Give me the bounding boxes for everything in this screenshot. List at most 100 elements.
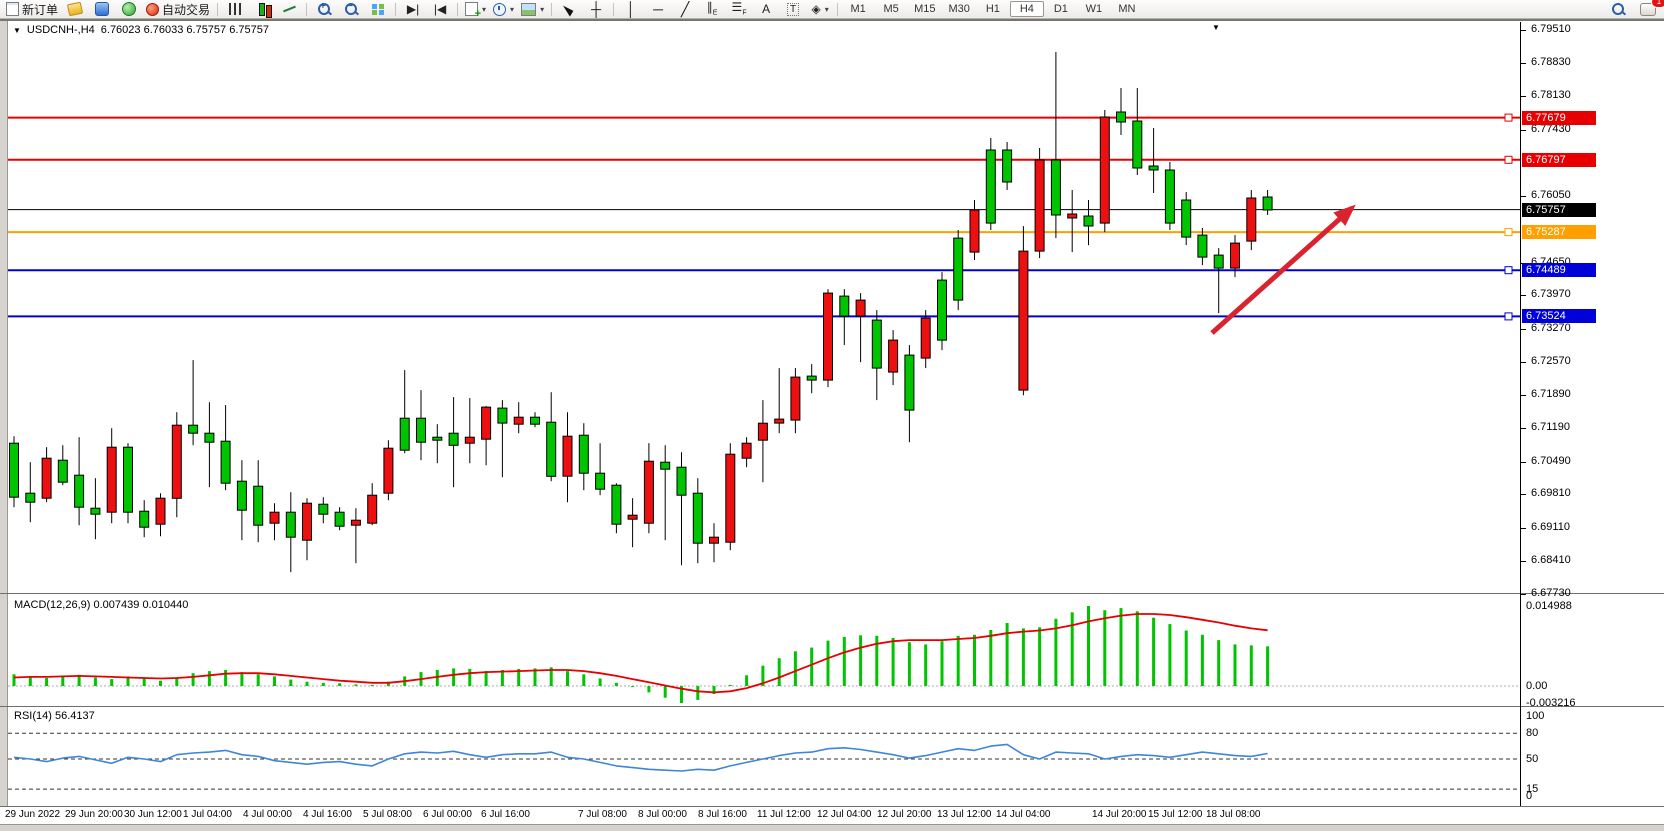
new-order-label: 新订单 [22,2,59,17]
zoom-in-button[interactable] [311,1,337,18]
line-chart-icon [282,5,296,13]
signals-button[interactable] [116,1,142,18]
chart-shift-marker[interactable]: ▼ [1212,23,1220,32]
crosshair-button[interactable]: ┼ [583,1,609,18]
price-axis-tick [1521,428,1526,429]
text-icon: A [762,2,771,16]
timeframe-m1[interactable]: M1 [850,3,866,15]
panel-separator[interactable] [0,706,1664,707]
timeframe-h1[interactable]: H1 [985,3,1000,15]
cursor-button[interactable] [556,1,582,18]
price-axis-label: 6.71890 [1531,388,1571,400]
timeframe-m5[interactable]: M5 [883,3,899,15]
text-button[interactable]: A [753,1,779,18]
arrows-button[interactable]: ◈ ▾ [807,1,833,18]
timeframe-w1[interactable]: W1 [1085,3,1103,15]
auto-scroll-icon: |◀ [433,2,447,16]
timeframe-m15[interactable]: M15 [914,3,936,15]
text-label-button[interactable]: T [780,1,806,18]
price-axis-tick [1521,561,1526,562]
price-axis-label: 6.78830 [1531,56,1571,68]
price-axis-tick [1521,462,1526,463]
autotrading-button[interactable]: 自动交易 [143,1,213,18]
window-bottom-edge [0,824,1664,831]
timeframe-h4[interactable]: H4 [1009,1,1044,17]
panel-separator [0,806,1664,807]
metaeditor-button[interactable] [62,1,88,18]
chart-shift-button[interactable]: ▶| [400,1,426,18]
trendline-icon: ╱ [680,1,690,17]
horizontal-line-button[interactable]: ─ [645,1,671,18]
vertical-line-button[interactable]: │ [618,1,644,18]
new-order-icon [6,2,19,16]
price-axis-label: 6.76050 [1531,189,1571,201]
indicators-button[interactable]: ▾ [462,1,489,20]
chart-shift-icon: ▶| [406,2,420,16]
rsi-scale-label: 0 [1526,790,1533,802]
price-axis-label: 6.77430 [1531,123,1571,135]
macd-scale-label: 0.00 [1526,680,1548,692]
templates-button[interactable]: ▾ [518,1,547,18]
macd-scale-label: 0.014988 [1526,600,1572,612]
tile-windows-button[interactable] [365,1,391,18]
timeframe-m30[interactable]: M30 [948,3,970,15]
price-axis-label: 6.72570 [1531,355,1571,367]
time-axis[interactable] [0,807,1664,824]
main-toolbar: 新订单 自动交易 ▶| |◀ ▾ ▾ ▾ ┼ │ ─ ╱ ∥E ☰F A T ◈… [0,0,1664,20]
price-axis-label: 6.73970 [1531,288,1571,300]
auto-scroll-button[interactable]: |◀ [427,1,453,18]
price-axis-label: 6.79510 [1531,23,1571,35]
rsi-panel-chart[interactable] [8,708,1520,806]
panel-separator[interactable] [0,593,1664,594]
price-axis-border [1520,22,1521,806]
candlestick-chart[interactable] [8,38,1520,593]
price-line-badge: 6.76797 [1522,153,1596,167]
equidistant-channel-button[interactable]: ∥E [699,1,725,18]
price-line-badge: 6.75757 [1522,203,1596,217]
bar-chart-button[interactable] [222,1,248,18]
candlestick-chart-button[interactable] [249,1,275,18]
price-axis-tick [1521,263,1526,264]
trendline-button[interactable]: ╱ [672,1,698,18]
search-button[interactable] [1605,1,1631,18]
templates-icon [521,2,537,16]
chevron-down-icon[interactable]: ▼ [13,25,21,35]
candlestick-chart-icon [259,2,266,16]
line-chart-button[interactable] [276,1,302,18]
price-axis-tick [1521,528,1526,529]
indicators-icon [465,2,481,20]
price-axis-tick [1521,63,1526,64]
macd-scale-label: -0.003216 [1526,697,1576,709]
signals-icon [122,2,137,16]
fibonacci-button[interactable]: ☰F [726,1,752,18]
chevron-down-icon: ▾ [482,4,487,14]
price-axis-tick [1521,494,1526,495]
timeframe-mn[interactable]: MN [1118,3,1136,15]
rsi-label: RSI(14) 56.4137 [14,710,95,722]
price-line-badge: 6.74489 [1522,263,1596,277]
toolbar-separator [613,2,615,16]
price-axis-label: 6.71190 [1531,421,1570,433]
chat-button[interactable]: 1 [1635,0,1664,18]
price-axis-tick [1521,30,1526,31]
zoom-out-button[interactable] [338,1,364,18]
rsi-scale-label: 80 [1526,727,1539,739]
notification-badge: 1 [1651,0,1664,8]
cursor-icon [563,1,576,17]
chevron-down-icon: ▾ [824,4,829,14]
toolbar-separator [306,2,308,16]
macd-panel-chart[interactable] [8,596,1520,706]
price-axis-label: 6.68410 [1531,554,1571,566]
new-order-button[interactable]: 新订单 [3,1,61,18]
chart-title-bar[interactable]: ▼ USDCNH-,H4 6.76023 6.76033 6.75757 6.7… [9,23,273,37]
price-axis-label: 6.69810 [1531,487,1571,499]
crosshair-icon: ┼ [591,1,602,17]
macd-label: MACD(12,26,9) 0.007439 0.010440 [14,599,189,611]
periods-button[interactable]: ▾ [490,1,517,18]
market-button[interactable] [89,1,115,18]
toolbar-separator [837,2,839,16]
price-line-badge: 6.75287 [1522,225,1596,239]
search-icon [1612,3,1624,15]
timeframe-d1[interactable]: D1 [1053,3,1068,15]
price-axis-label: 6.69110 [1531,521,1570,533]
